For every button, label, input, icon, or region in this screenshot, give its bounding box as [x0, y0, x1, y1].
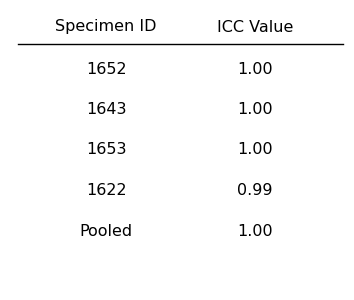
Text: 0.99: 0.99	[237, 183, 273, 198]
Text: Specimen ID: Specimen ID	[56, 20, 157, 34]
Text: 1653: 1653	[86, 142, 126, 158]
Text: 1.00: 1.00	[237, 61, 273, 76]
Text: ICC Value: ICC Value	[217, 20, 293, 34]
Text: 1.00: 1.00	[237, 142, 273, 158]
Text: 1.00: 1.00	[237, 224, 273, 238]
Text: 1643: 1643	[86, 102, 126, 117]
Text: Pooled: Pooled	[80, 224, 133, 238]
Text: 1622: 1622	[86, 183, 126, 198]
Text: 1652: 1652	[86, 61, 126, 76]
Text: 1.00: 1.00	[237, 102, 273, 117]
